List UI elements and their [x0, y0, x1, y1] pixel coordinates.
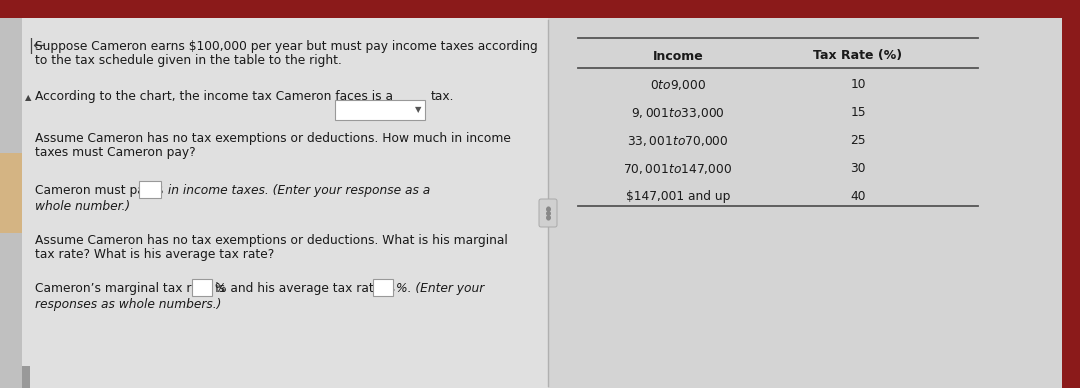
Bar	[335, 100, 426, 120]
Bar	[22, 366, 30, 388]
Text: $9,001 to $33,000: $9,001 to $33,000	[631, 106, 725, 120]
Text: % and his average tax rate is: % and his average tax rate is	[215, 282, 399, 295]
Text: 10: 10	[850, 78, 866, 91]
Bar	[192, 279, 212, 296]
Text: According to the chart, the income tax Cameron faces is a: According to the chart, the income tax C…	[35, 90, 393, 103]
Text: $0 to $9,000: $0 to $9,000	[650, 78, 706, 92]
Text: whole number.): whole number.)	[35, 200, 130, 213]
Text: ▲: ▲	[25, 94, 31, 102]
FancyBboxPatch shape	[539, 199, 557, 227]
Bar	[373, 279, 393, 296]
Text: 15: 15	[850, 106, 866, 119]
Text: tax rate? What is his average tax rate?: tax rate? What is his average tax rate?	[35, 248, 274, 261]
Bar	[0, 0, 1080, 18]
Text: Assume Cameron has no tax exemptions or deductions. How much in income: Assume Cameron has no tax exemptions or …	[35, 132, 511, 145]
Bar	[0, 153, 22, 233]
Text: to the tax schedule given in the table to the right.: to the tax schedule given in the table t…	[35, 54, 342, 67]
Text: $70,001 to $147,000: $70,001 to $147,000	[623, 162, 732, 176]
Text: $33,001 to $70,000: $33,001 to $70,000	[627, 134, 729, 148]
Text: ▼: ▼	[415, 106, 421, 114]
Text: 40: 40	[850, 190, 866, 203]
Text: taxes must Cameron pay?: taxes must Cameron pay?	[35, 146, 195, 159]
Text: |←: |←	[28, 38, 45, 54]
Text: $147,001 and up: $147,001 and up	[625, 190, 730, 203]
Bar	[0, 18, 22, 388]
Text: Assume Cameron has no tax exemptions or deductions. What is his marginal: Assume Cameron has no tax exemptions or …	[35, 234, 508, 247]
Text: 25: 25	[850, 134, 866, 147]
Text: 30: 30	[850, 162, 866, 175]
Text: responses as whole numbers.): responses as whole numbers.)	[35, 298, 221, 311]
Text: tax.: tax.	[431, 90, 455, 103]
Text: in income taxes. (Enter your response as a: in income taxes. (Enter your response as…	[164, 184, 430, 197]
Text: %. (Enter your: %. (Enter your	[396, 282, 484, 295]
Bar	[1062, 0, 1080, 388]
Text: Suppose Cameron earns $100,000 per year but must pay income taxes according: Suppose Cameron earns $100,000 per year …	[35, 40, 538, 53]
Text: Cameron must pay $: Cameron must pay $	[35, 184, 164, 197]
Bar	[548, 18, 1062, 388]
Text: Tax Rate (%): Tax Rate (%)	[813, 50, 903, 62]
Bar	[139, 181, 161, 198]
Bar	[0, 18, 548, 388]
Text: Cameron’s marginal tax rate is: Cameron’s marginal tax rate is	[35, 282, 229, 295]
Text: Income: Income	[652, 50, 703, 62]
